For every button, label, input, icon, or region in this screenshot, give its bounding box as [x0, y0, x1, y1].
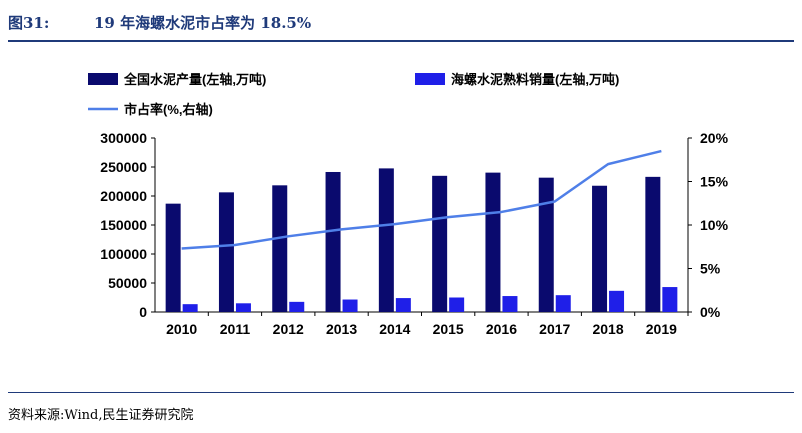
bar-national-output [165, 203, 181, 312]
bar-conch-sales [395, 298, 411, 312]
bar-national-output [538, 177, 554, 312]
bar-conch-sales [289, 301, 305, 312]
right-tick-label: 15% [700, 174, 729, 190]
bar-national-output [218, 192, 234, 312]
x-tick-label: 2019 [646, 321, 677, 337]
left-tick-label: 150000 [100, 217, 147, 233]
bar-conch-sales [555, 295, 571, 312]
right-tick-label: 5% [700, 261, 721, 277]
figure-label: 图31: [8, 14, 50, 32]
combo-chart: 全国水泥产量(左轴,万吨) 海螺水泥熟料销量(左轴,万吨) 市占率(%,右轴) … [88, 72, 729, 337]
footer-rule [8, 392, 794, 393]
legend-swatch-conch-sales [415, 73, 445, 85]
bar-conch-sales [609, 290, 625, 312]
bar-national-output [432, 175, 448, 312]
right-tick-label: 20% [700, 130, 729, 146]
x-tick-label: 2014 [379, 321, 410, 337]
x-tick-label: 2011 [220, 321, 251, 337]
x-tick-label: 2016 [486, 321, 517, 337]
legend: 全国水泥产量(左轴,万吨) 海螺水泥熟料销量(左轴,万吨) 市占率(%,右轴) [88, 72, 619, 117]
legend-label-conch-sales: 海螺水泥熟料销量(左轴,万吨) [451, 72, 619, 87]
tick-labels: 0 50000 100000 150000 200000 250000 300000 0% 5%… [100, 130, 728, 337]
share-line [181, 149, 662, 250]
bar-national-output [592, 185, 608, 312]
bar-national-output [645, 176, 661, 312]
bar-national-output [325, 171, 341, 312]
x-tick-label: 2013 [326, 321, 357, 337]
legend-label-market-share: 市占率(%,右轴) [124, 102, 213, 117]
source-note: 资料来源:Wind,民生证券研究院 [8, 408, 194, 423]
legend-label-national-output: 全国水泥产量(左轴,万吨) [123, 72, 266, 87]
bar-conch-sales [235, 303, 251, 312]
bar-conch-sales [342, 299, 358, 312]
bar-conch-sales [502, 296, 518, 312]
right-tick-label: 10% [700, 217, 729, 233]
left-tick-label: 250000 [100, 159, 147, 175]
left-tick-label: 100000 [100, 246, 147, 262]
x-tick-label: 2015 [433, 321, 464, 337]
left-tick-label: 50000 [108, 275, 147, 291]
bar-national-output [272, 185, 288, 312]
bar-national-output [485, 172, 501, 312]
bar-conch-sales [182, 304, 198, 312]
left-tick-label: 200000 [100, 188, 147, 204]
x-tick-label: 2010 [166, 321, 197, 337]
x-tick-label: 2012 [273, 321, 304, 337]
figure-title: 19 年海螺水泥市占率为 18.5% [94, 14, 312, 32]
header-rule [8, 40, 794, 42]
left-tick-label: 0 [139, 304, 147, 320]
legend-swatch-national-output [88, 73, 118, 85]
bars [165, 168, 678, 312]
left-tick-label: 300000 [100, 130, 147, 146]
figure-header: 图31: 19 年海螺水泥市占率为 18.5% [8, 8, 794, 36]
bar-conch-sales [662, 287, 678, 312]
bar-national-output [378, 168, 394, 312]
x-tick-label: 2018 [592, 321, 623, 337]
line-market-share [181, 149, 662, 250]
right-tick-label: 0% [700, 304, 721, 320]
bar-conch-sales [449, 297, 465, 312]
x-tick-label: 2017 [539, 321, 570, 337]
